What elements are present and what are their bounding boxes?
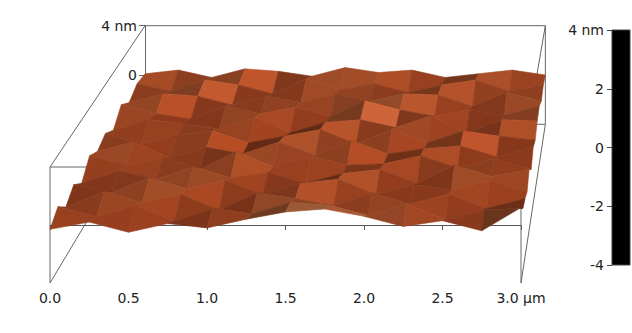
svg-text:4 nm: 4 nm — [568, 22, 604, 38]
svg-text:2: 2 — [595, 81, 604, 97]
svg-text:-2: -2 — [590, 198, 604, 214]
svg-text:0: 0 — [128, 67, 137, 83]
svg-text:1.5: 1.5 — [274, 290, 296, 306]
svg-text:0.0: 0.0 — [39, 290, 61, 306]
svg-text:3.0 µm: 3.0 µm — [496, 290, 545, 306]
svg-text:4 nm: 4 nm — [101, 18, 137, 34]
svg-text:2.5: 2.5 — [431, 290, 453, 306]
svg-text:2.0: 2.0 — [353, 290, 375, 306]
svg-text:0: 0 — [595, 140, 604, 156]
svg-text:1.0: 1.0 — [196, 290, 218, 306]
svg-text:0.5: 0.5 — [117, 290, 139, 306]
svg-text:-4: -4 — [590, 257, 604, 273]
